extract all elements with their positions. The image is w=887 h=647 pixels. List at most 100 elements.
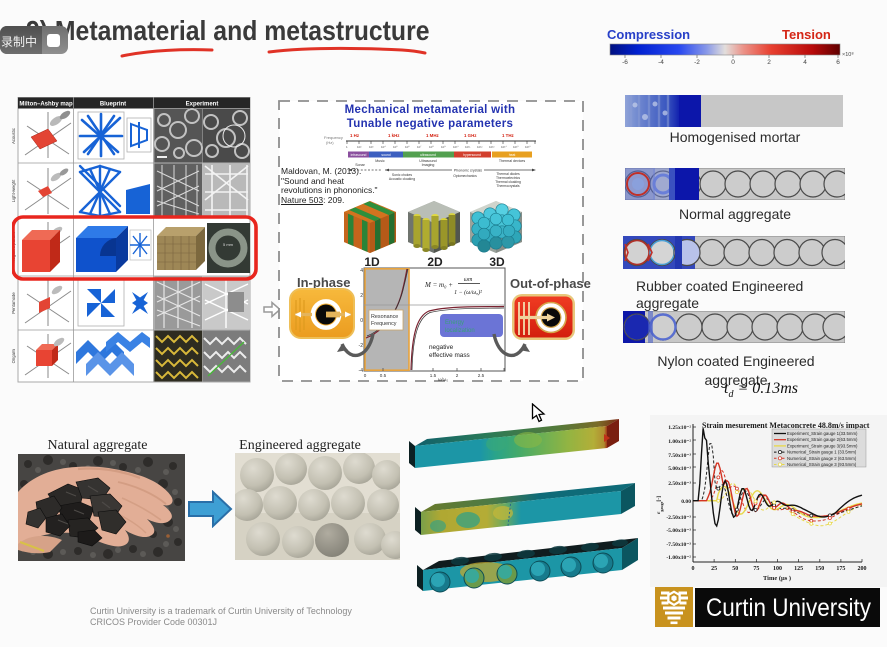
svg-text:10¹³: 10¹³ (489, 145, 494, 149)
svg-text:1 kHz: 1 kHz (388, 133, 400, 138)
svg-text:1.5: 1.5 (430, 373, 437, 378)
svg-text:-2: -2 (694, 59, 700, 66)
svg-text:Ultrasound: Ultrasound (419, 159, 436, 163)
svg-text:-2.50x10⁻³: -2.50x10⁻³ (666, 515, 691, 521)
svg-text:10³: 10³ (369, 145, 373, 149)
svg-text:Frequency: Frequency (324, 135, 343, 140)
svg-text:ω/ω₀: ω/ω₀ (438, 377, 448, 382)
svg-text:10²: 10² (357, 145, 361, 149)
svg-text:Experiment_Strain gauge 1(33.5: Experiment_Strain gauge 1(33.5mm) (787, 431, 858, 436)
svg-text:Blueprint: Blueprint (100, 102, 126, 108)
svg-text:10¹⁴: 10¹⁴ (501, 145, 507, 149)
svg-text:50: 50 (732, 566, 738, 572)
svg-text:0: 0 (360, 318, 363, 324)
svg-text:Pentamode: Pentamode (12, 292, 16, 314)
svg-text:5.00x10⁻³: 5.00x10⁻³ (668, 466, 691, 472)
svg-text:10⁹: 10⁹ (441, 145, 446, 149)
svg-text:1 MHz: 1 MHz (426, 133, 439, 138)
svg-text:sound: sound (381, 153, 390, 157)
svg-text:5 mm: 5 mm (223, 242, 234, 247)
svg-text:10⁵: 10⁵ (393, 145, 398, 149)
svg-text:×10⁸: ×10⁸ (842, 51, 854, 58)
svg-text:Thermal devices: Thermal devices (499, 159, 526, 163)
svg-text:2: 2 (360, 293, 363, 299)
svg-text:effective mass: effective mass (429, 352, 470, 359)
svg-text:1.00x10⁻²: 1.00x10⁻² (668, 439, 691, 445)
svg-text:2.5: 2.5 (478, 373, 485, 378)
svg-text:Origami: Origami (12, 349, 16, 364)
svg-text:ωm: ωm (464, 277, 473, 283)
svg-text:Numerical_Strain gauge 2 (63.5: Numerical_Strain gauge 2 (63.5mm) (787, 456, 857, 461)
svg-text:Thermal cloaking: Thermal cloaking (495, 180, 521, 184)
svg-text:Frequency: Frequency (371, 321, 397, 327)
svg-text:Sonic chokes: Sonic chokes (392, 173, 412, 177)
svg-text:Acoustic: Acoustic (12, 128, 16, 144)
svg-text:-1.00x10⁻²: -1.00x10⁻² (666, 555, 691, 561)
svg-text:0: 0 (364, 373, 367, 378)
svg-text:Time (μs ): Time (μs ) (763, 575, 791, 582)
svg-text:125: 125 (794, 566, 803, 572)
svg-text:hypersound: hypersound (463, 153, 481, 157)
svg-text:Numerical_Strain gauge 1 (33.5: Numerical_Strain gauge 1 (33.5mm) (787, 450, 857, 455)
svg-text:ultrasound: ultrasound (420, 153, 436, 157)
svg-text:Thermal diodes: Thermal diodes (496, 172, 520, 176)
svg-text:1 THz: 1 THz (502, 133, 515, 138)
svg-text:1 GHz: 1 GHz (464, 133, 477, 138)
svg-text:Imaging: Imaging (422, 163, 435, 167)
svg-text:10¹⁶: 10¹⁶ (525, 145, 531, 149)
svg-text:-7.50x10⁻³: -7.50x10⁻³ (666, 542, 691, 548)
svg-text:Strain mesurement Metaconcrete: Strain mesurement Metaconcrete 48.8m/s i… (702, 421, 870, 430)
svg-text:Acoustic cloaking: Acoustic cloaking (389, 177, 415, 181)
svg-text:10⁷: 10⁷ (417, 145, 421, 149)
svg-text:2: 2 (456, 373, 459, 378)
svg-text:heat: heat (509, 153, 516, 157)
svg-text:Sonar: Sonar (355, 163, 365, 167)
svg-text:(Hz): (Hz) (326, 140, 334, 145)
svg-text:175: 175 (836, 566, 845, 572)
svg-text:Experiment_Strain gauge 2(63.5: Experiment_Strain gauge 2(63.5mm) (787, 437, 858, 442)
svg-text:10¹⁵: 10¹⁵ (513, 145, 519, 149)
svg-text:Experiment_Strain gauge 3(93.5: Experiment_Strain gauge 3(93.5mm) (787, 443, 858, 448)
svg-text:-6: -6 (622, 59, 628, 66)
svg-text:10¹²: 10¹² (477, 145, 482, 149)
svg-text:25: 25 (711, 566, 717, 572)
svg-text:Thermoelectrics: Thermoelectrics (496, 176, 520, 180)
svg-text:-5.00x10⁻³: -5.00x10⁻³ (666, 528, 691, 534)
svg-text:εgauge[-]: εgauge[-] (656, 496, 664, 514)
svg-text:localization: localization (445, 328, 475, 334)
svg-text:0: 0 (692, 566, 695, 572)
svg-text:-4: -4 (658, 59, 664, 66)
svg-text:Music: Music (375, 159, 385, 163)
svg-text:Phononic crystals: Phononic crystals (454, 169, 482, 173)
svg-text:Light-weight: Light-weight (12, 179, 16, 202)
svg-text:0.5: 0.5 (380, 373, 387, 378)
svg-text:2.50x10⁻³: 2.50x10⁻³ (668, 481, 691, 487)
svg-text:4: 4 (360, 268, 363, 274)
svg-text:Optomechanics: Optomechanics (453, 174, 477, 178)
svg-text:Thermocrystals: Thermocrystals (496, 184, 519, 188)
svg-text:Milton–Ashby map: Milton–Ashby map (19, 102, 73, 108)
svg-text:10⁴: 10⁴ (381, 145, 386, 149)
svg-text:200: 200 (858, 566, 867, 572)
svg-text:10⁶: 10⁶ (405, 145, 410, 149)
svg-text:Experiment: Experiment (186, 102, 219, 108)
svg-text:-4: -4 (359, 368, 364, 374)
svg-text:1.25x10⁻²: 1.25x10⁻² (668, 425, 691, 431)
svg-text:7.50x10⁻³: 7.50x10⁻³ (668, 453, 691, 459)
svg-text:10¹¹: 10¹¹ (465, 145, 470, 149)
svg-text:1: 1 (346, 145, 348, 149)
svg-text:100: 100 (773, 566, 782, 572)
svg-text:10¹⁰: 10¹⁰ (453, 145, 459, 149)
svg-text:M = m₀ +: M = m₀ + (424, 281, 453, 289)
svg-text:1 Hz: 1 Hz (350, 133, 360, 138)
svg-text:-2: -2 (359, 343, 364, 349)
svg-text:6: 6 (836, 59, 840, 66)
svg-text:150: 150 (815, 566, 824, 572)
svg-text:2: 2 (767, 59, 771, 66)
svg-text:1 − (ω/ωᵩ)²: 1 − (ω/ωᵩ)² (454, 289, 482, 296)
svg-text:0: 0 (731, 59, 735, 66)
svg-text:75: 75 (753, 566, 759, 572)
svg-text:Resonance: Resonance (371, 314, 398, 320)
svg-text:negative: negative (429, 344, 454, 351)
svg-text:0.00: 0.00 (681, 499, 691, 505)
